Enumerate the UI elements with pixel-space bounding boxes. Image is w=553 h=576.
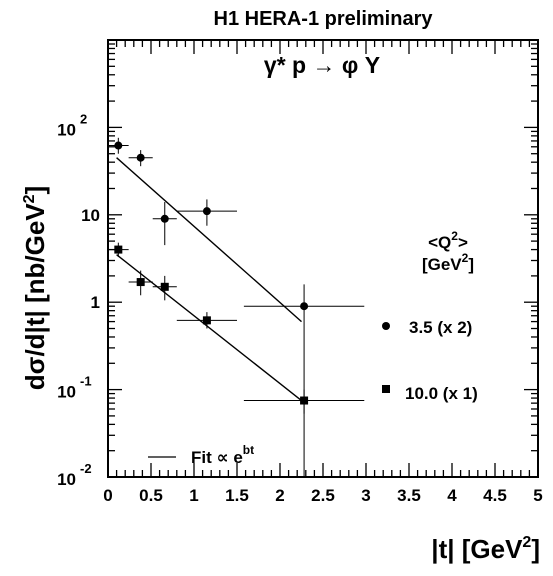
x-tick-label: 1.5 (225, 486, 249, 505)
x-tick-label: 2 (275, 486, 284, 505)
y-tick-exponent: -2 (80, 461, 92, 476)
legend-label-series-2: 10.0 (x 1) (405, 384, 478, 403)
chart-title: H1 HERA-1 preliminary (214, 8, 434, 30)
y-axis-label: dσ/d|t| [nb/GeV2] (20, 186, 50, 390)
x-axis: 0 0.5 1 1.5 2 2.5 3 3.5 4 4.5 5 (103, 40, 543, 505)
x-tick-label: 4 (447, 486, 457, 505)
data-point-circle (136, 153, 145, 162)
data-point-circle (300, 302, 309, 311)
legend-header: <Q2> (428, 229, 468, 252)
data-point-circle (160, 214, 169, 223)
legend-unit: [GeV2] (422, 251, 474, 274)
data-point-square (136, 278, 145, 287)
plot-marks (108, 137, 365, 477)
x-tick-label: 4.5 (483, 486, 507, 505)
legend-fit-label: Fit ∝ ebt (191, 443, 254, 467)
x-tick-label: 3.5 (397, 486, 421, 505)
legend-marker-square (382, 385, 390, 393)
legend: <Q2> [GeV2] 3.5 (x 2) 10.0 (x 1) Fit ∝ e… (148, 229, 478, 467)
y-tick-label: 10 (57, 470, 76, 489)
series-1 (108, 137, 365, 477)
y-tick-label: 1 (91, 293, 100, 312)
x-tick-label: 2.5 (311, 486, 335, 505)
reaction-label: γ* p → φ Y (264, 52, 380, 78)
x-tick-label: 0.5 (139, 486, 163, 505)
y-tick-exponent: -1 (80, 374, 92, 389)
y-tick-label: 10 (81, 206, 100, 225)
x-axis-label: |t| [GeV2] (431, 534, 540, 564)
data-point-square (114, 245, 123, 254)
y-tick-label: 10 (57, 120, 76, 139)
y-tick-exponent: 2 (80, 111, 87, 126)
data-point-circle (114, 141, 123, 150)
y-tick-label: 10 (57, 383, 76, 402)
data-point-square (160, 282, 169, 291)
data-point-square (202, 316, 211, 325)
data-point-square (300, 396, 309, 405)
fit-line (116, 254, 302, 402)
series-2 (108, 242, 365, 414)
x-tick-label: 5 (533, 486, 542, 505)
x-tick-label: 1 (189, 486, 198, 505)
data-point-circle (202, 207, 211, 216)
y-axis: 10 -2 10 -1 1 10 10 2 (57, 43, 538, 489)
x-tick-label: 0 (103, 486, 112, 505)
legend-label-series-1: 3.5 (x 2) (409, 318, 472, 337)
legend-marker-circle (382, 322, 390, 330)
fit-line (116, 157, 302, 323)
x-tick-label: 3 (361, 486, 370, 505)
